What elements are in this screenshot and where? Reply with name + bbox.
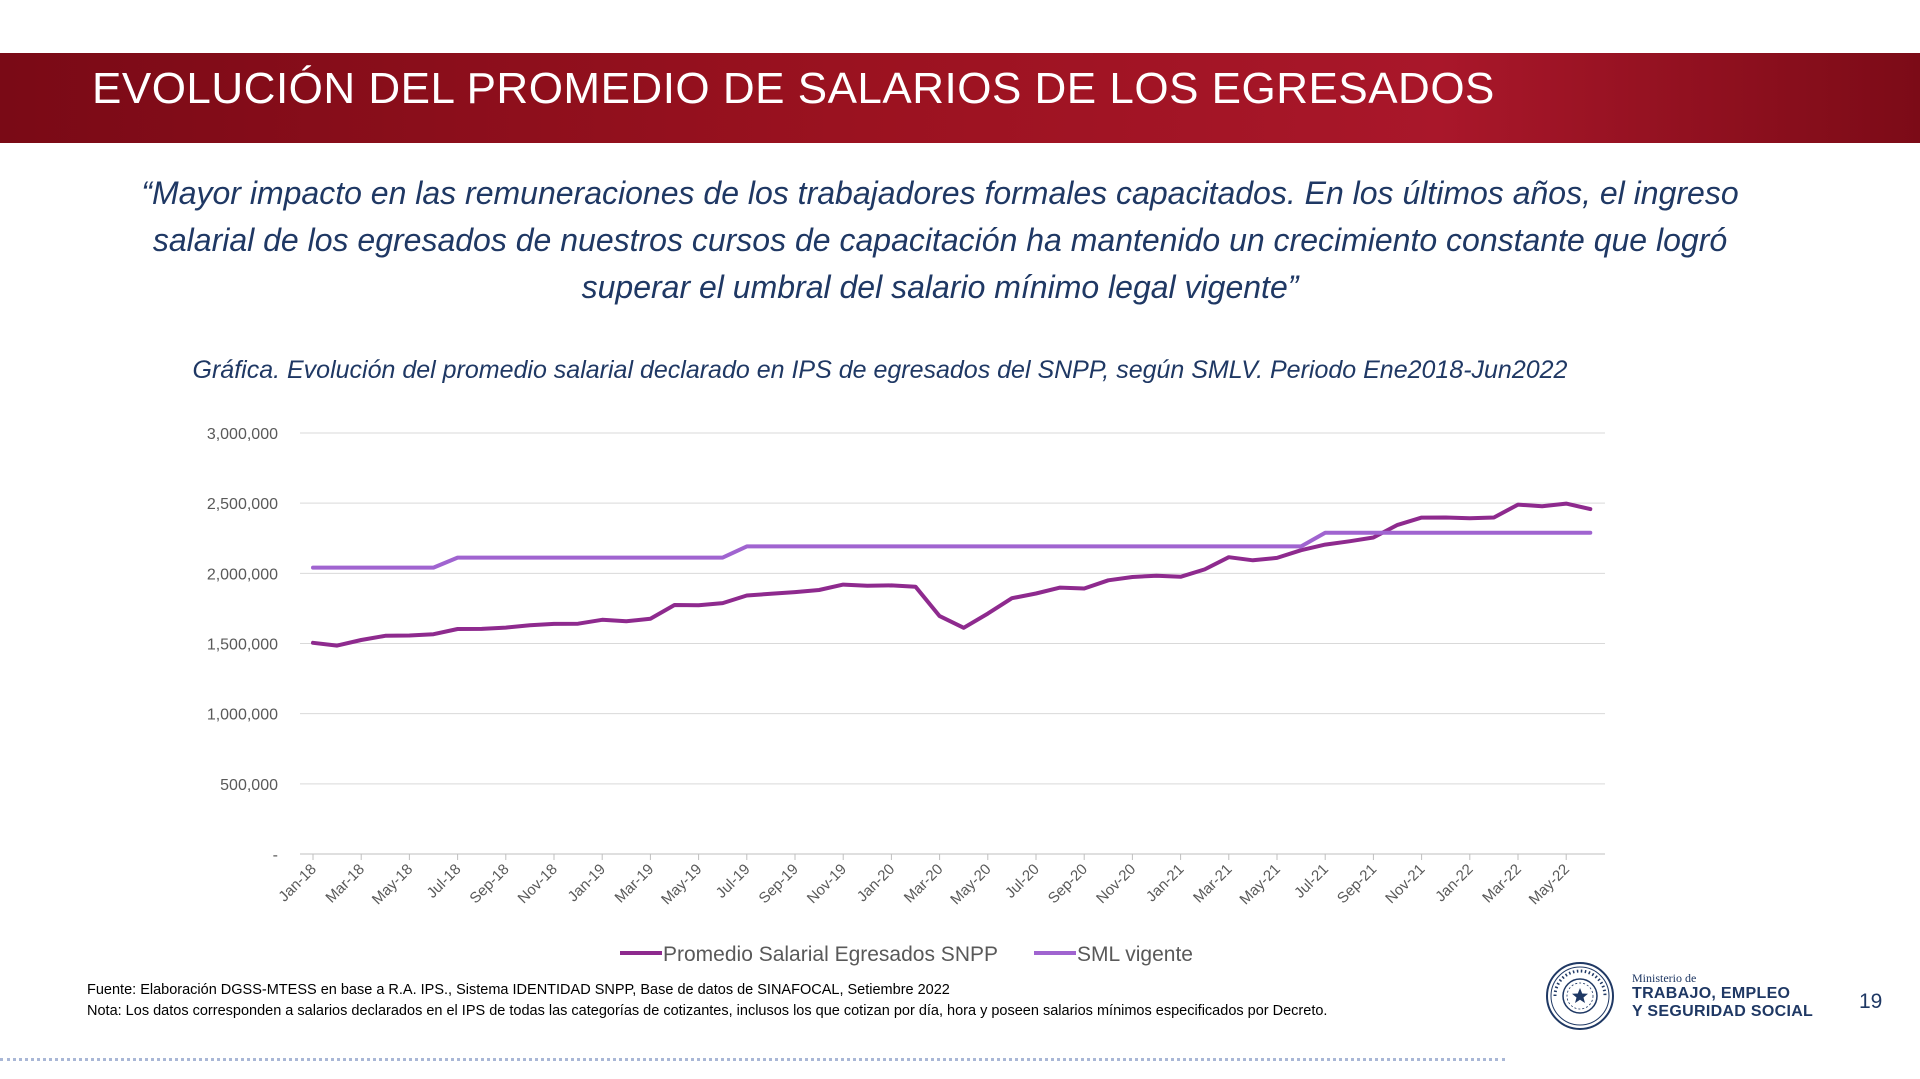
- footer-divider: [0, 1058, 1505, 1061]
- x-tick-label: Mar-20: [901, 861, 947, 907]
- x-tick-label: Nov-18: [515, 861, 561, 907]
- x-tick-label: Nov-20: [1093, 861, 1139, 907]
- x-tick-label: May-19: [658, 861, 705, 908]
- x-tick-label: Mar-19: [612, 861, 658, 907]
- x-tick-label: Jul-20: [1002, 861, 1043, 902]
- x-tick-label: Mar-18: [322, 861, 368, 907]
- x-tick-label: Nov-19: [804, 861, 850, 907]
- y-tick-label: 2,500,000: [207, 496, 278, 513]
- x-tick-label: Jan-18: [275, 861, 319, 905]
- legend-label: SML vigente: [1077, 943, 1193, 966]
- chart-legend: Promedio Salarial Egresados SNPP SML vige…: [620, 943, 1193, 966]
- series-line-promedio-salarial: [311, 501, 1593, 648]
- x-tick-label: May-18: [369, 861, 416, 908]
- chart-gridlines: [300, 432, 1605, 785]
- legend-label: Promedio Salarial Egresados SNPP: [663, 943, 998, 966]
- chart-caption: Gráfica. Evolución del promedio salarial…: [192, 356, 1568, 384]
- quote-text: “Mayor impacto en las remuneraciones de …: [141, 175, 1739, 305]
- republic-seal-icon: [1546, 962, 1614, 1030]
- chart-series: [311, 501, 1593, 648]
- ministry-logo-line2: Y SEGURIDAD SOCIAL: [1632, 1003, 1814, 1020]
- chart-axes: - 500,000 1,000,000 1,500,000 2,000,000 2,500…: [207, 426, 1605, 908]
- ministry-logo: Ministerio de TRABAJO, EMPLEO Y SEGURIDA…: [1632, 971, 1813, 1021]
- x-tick-label: Jan-20: [854, 861, 898, 905]
- series-line-sml-vigente: [311, 530, 1593, 570]
- y-tick-label: -: [273, 847, 278, 864]
- x-tick-label: Sep-20: [1045, 861, 1091, 907]
- x-tick-label: Mar-21: [1190, 861, 1236, 907]
- x-tick-label: Jan-19: [565, 861, 609, 905]
- y-tick-label: 1,500,000: [207, 637, 278, 654]
- x-tick-label: Mar-22: [1479, 861, 1525, 907]
- x-tick-label: May-22: [1526, 861, 1573, 908]
- page-title: EVOLUCIÓN DEL PROMEDIO DE SALARIOS DE LO…: [92, 64, 1495, 113]
- header-band: [0, 53, 1920, 143]
- footnote: Fuente: Elaboración DGSS-MTESS en base a…: [87, 980, 1337, 1022]
- y-tick-label: 500,000: [220, 777, 278, 794]
- y-tick-label: 1,000,000: [207, 707, 278, 724]
- footnote-source: Fuente: Elaboración DGSS-MTESS en base a…: [87, 982, 950, 998]
- x-tick-label: Sep-19: [756, 861, 802, 907]
- x-tick-label: Sep-18: [466, 861, 512, 907]
- salary-line-chart: - 500,000 1,000,000 1,500,000 2,000,000 2,500…: [207, 426, 1605, 966]
- y-tick-label: 2,000,000: [207, 566, 278, 583]
- x-tick-label: Sep-21: [1334, 861, 1380, 907]
- footnote-note: Nota: Los datos corresponden a salarios …: [87, 1003, 1328, 1019]
- x-tick-label: Jan-22: [1432, 861, 1476, 905]
- x-tick-label: May-21: [1236, 861, 1283, 908]
- ministry-logo-small-text: Ministerio de: [1632, 971, 1697, 985]
- x-tick-label: Jul-18: [424, 861, 465, 902]
- x-tick-label: Jan-21: [1143, 861, 1187, 905]
- page-number: 19: [1859, 990, 1883, 1013]
- x-tick-label: Jul-21: [1291, 861, 1332, 902]
- x-tick-label: Nov-21: [1382, 861, 1428, 907]
- x-tick-label: Jul-19: [713, 861, 754, 902]
- x-tick-label: May-20: [947, 861, 994, 908]
- y-tick-label: 3,000,000: [207, 426, 278, 443]
- ministry-logo-line1: TRABAJO, EMPLEO: [1632, 985, 1791, 1002]
